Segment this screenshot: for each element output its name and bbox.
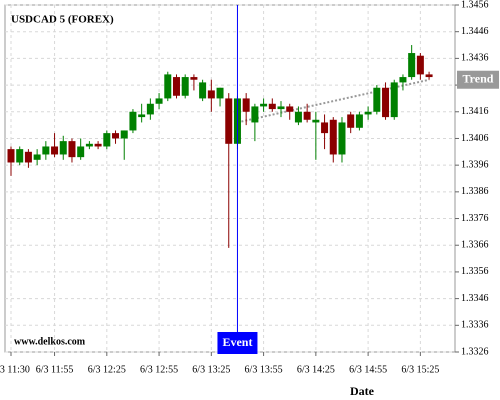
candle-body: [146, 103, 154, 115]
candle-body: [103, 133, 111, 147]
candle-body: [138, 114, 146, 118]
chart-title: USDCAD 5 (FOREX): [11, 14, 114, 26]
candle-body: [164, 74, 172, 99]
y-tick-label: 1.3376: [461, 213, 489, 224]
candle-body: [390, 82, 398, 118]
x-tick-label: 6/3 15:25: [401, 364, 439, 375]
y-tick-label: 1.3356: [461, 266, 489, 277]
y-tick-label: 1.3416: [461, 106, 489, 117]
candle-body: [94, 143, 102, 147]
candle-body: [129, 111, 137, 131]
candle-body: [33, 154, 41, 160]
y-tick-label: 1.3446: [461, 26, 489, 37]
candle-body: [382, 87, 390, 118]
candle-body: [251, 106, 259, 123]
candle-body: [85, 143, 93, 147]
candle-body: [303, 111, 311, 120]
candle-body: [242, 98, 250, 112]
candle-body: [416, 55, 424, 75]
candle-body: [286, 106, 294, 112]
candle-body: [68, 141, 76, 158]
candle-body: [190, 77, 198, 80]
plot-area: [4, 4, 456, 353]
candle-body: [42, 146, 50, 155]
candle-body: [329, 119, 337, 155]
candle-body: [225, 98, 233, 144]
y-tick-label: 1.3326: [461, 346, 489, 357]
trend-label-box: [457, 70, 499, 89]
candle-body: [268, 103, 276, 110]
candle-body: [321, 122, 329, 134]
trend-label: Trend: [463, 71, 494, 85]
candle-body: [7, 149, 15, 163]
candle-body: [338, 122, 346, 155]
candle-body: [277, 106, 285, 110]
y-tick-label: 1.3406: [461, 133, 489, 144]
candle-body: [260, 103, 268, 107]
candle-body: [355, 114, 363, 128]
candle-body: [399, 77, 407, 83]
y-tick-label: 1.3386: [461, 186, 489, 197]
candle-body: [120, 130, 128, 139]
candle-body: [216, 87, 224, 99]
candle-body: [172, 77, 180, 96]
y-tick-label: 1.3436: [461, 53, 489, 64]
candle-body: [425, 74, 433, 78]
candle-body: [347, 114, 355, 128]
y-tick-label: 1.3366: [461, 240, 489, 251]
x-tick-label: 6/3 13:25: [192, 364, 230, 375]
candle-body: [408, 53, 416, 78]
y-tick-label: 1.3396: [461, 159, 489, 170]
candle-body: [199, 82, 207, 99]
x-tick-label: 6/3 13:55: [245, 364, 283, 375]
x-tick-label: 6/3 14:55: [349, 364, 387, 375]
candle-body: [112, 133, 120, 139]
candle-body: [24, 151, 32, 163]
x-tick-label: 6/3 14:25: [297, 364, 335, 375]
x-tick-label: 6/3 12:55: [140, 364, 178, 375]
x-tick-label: 6/3 12:25: [88, 364, 126, 375]
y-tick-label: 1.3456: [461, 0, 489, 10]
trend-line: [237, 78, 430, 124]
candle-body: [181, 77, 189, 96]
y-tick-label: 1.3336: [461, 320, 489, 331]
x-tick-label: 6/3 11:30: [0, 364, 30, 375]
candle-body: [364, 111, 372, 115]
candle-body: [59, 141, 67, 155]
x-axis-label: Date: [350, 384, 375, 398]
x-tick-label: 6/3 11:55: [36, 364, 74, 375]
candle-body: [51, 146, 59, 155]
candle-body: [155, 98, 163, 104]
candle-body: [207, 90, 215, 99]
watermark: www.delkos.com: [14, 336, 86, 347]
y-tick-label: 1.3346: [461, 293, 489, 304]
event-label-box: [217, 332, 258, 354]
candle-body: [77, 146, 85, 158]
event-label: Event: [222, 335, 252, 349]
candle-body: [373, 87, 381, 112]
candle-body: [16, 149, 24, 163]
candle-body: [294, 111, 302, 123]
candle-body: [312, 119, 320, 123]
